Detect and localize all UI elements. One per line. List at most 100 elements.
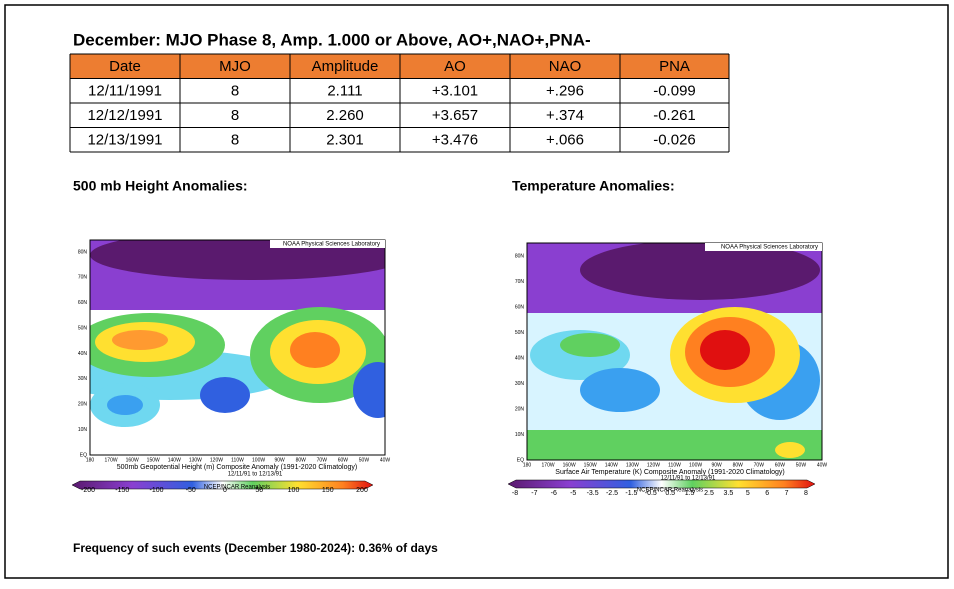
table-cell: +3.657 <box>432 107 478 124</box>
colorbar-label: 0 <box>223 487 227 494</box>
table-cell: +3.101 <box>432 83 478 100</box>
table-header: PNA <box>659 58 690 75</box>
table-header: Date <box>109 58 141 75</box>
lon-label: 110W <box>231 457 244 463</box>
height-map <box>90 240 385 455</box>
lat-label: 50N <box>515 330 525 336</box>
table-cell: 12/11/1991 <box>88 83 162 100</box>
lat-label: EQ <box>517 457 524 463</box>
lat-label: 60N <box>78 300 88 306</box>
page-border <box>4 4 949 579</box>
colorbar-label: -0.5 <box>645 490 657 497</box>
colorbar-label: -6 <box>551 490 557 497</box>
table-cell: 12/13/1991 <box>87 132 162 149</box>
source-box <box>270 240 385 248</box>
colorbar-label: -5 <box>570 490 576 497</box>
lat-label: 10N <box>515 432 525 438</box>
colorbar-label: 150 <box>322 487 334 494</box>
lon-label: 130W <box>189 457 202 463</box>
table-cell: +.296 <box>546 83 584 100</box>
map-credit: NCEP/NCAR Reanalysis <box>637 488 703 494</box>
table-cell: 8 <box>231 83 239 100</box>
lat-label: 20N <box>515 406 525 412</box>
lon-label: 40W <box>380 457 391 463</box>
lon-label: 120W <box>647 462 660 468</box>
colorbar-label: -3.5 <box>587 490 599 497</box>
table-cell: +.066 <box>546 132 584 149</box>
lat-label: EQ <box>80 452 87 458</box>
map-frame <box>526 242 823 461</box>
map-frame <box>89 239 386 456</box>
colorbar-label: -150 <box>115 487 129 494</box>
temperature-map <box>527 243 822 460</box>
table-header: NAO <box>549 58 582 75</box>
lon-label: 50W <box>359 457 370 463</box>
lon-label: 50W <box>796 462 807 468</box>
lat-label: 80N <box>78 249 88 255</box>
table-cell: 2.111 <box>327 83 362 100</box>
source: NOAA Physical Sciences Laboratory <box>721 245 818 251</box>
lat-label: 30N <box>78 376 88 382</box>
map-caption: Surface Air Temperature (K) Composite An… <box>555 469 784 476</box>
lat-label: 10N <box>78 427 88 433</box>
lon-label: 70W <box>754 462 765 468</box>
colorbar-label: -2.5 <box>606 490 618 497</box>
colorbar-label: -100 <box>149 487 163 494</box>
lon-label: 100W <box>252 457 265 463</box>
lat-label: 40N <box>515 355 525 361</box>
colorbar-label: 1.5 <box>685 490 695 497</box>
table-cell: +.374 <box>546 107 584 124</box>
colorbar-label: 8 <box>804 490 808 497</box>
colorbar-label: 50 <box>255 487 263 494</box>
lon-label: 60W <box>775 462 786 468</box>
source-box <box>705 243 822 251</box>
colorbar-label: 6 <box>765 490 769 497</box>
lon-label: 60W <box>338 457 349 463</box>
table-cell: 8 <box>231 107 239 124</box>
table-cell: 8 <box>231 132 239 149</box>
colorbar-label: -8 <box>512 490 518 497</box>
map-heading: 500 mb Height Anomalies: <box>73 178 248 194</box>
lon-label: 100W <box>689 462 702 468</box>
colorbar-label: -200 <box>81 487 95 494</box>
colorbar-label: -50 <box>186 487 196 494</box>
colorbar-label: 200 <box>356 487 368 494</box>
lat-label: 30N <box>515 381 525 387</box>
colorbar-label: -1.5 <box>625 490 637 497</box>
colorbar-label: 2.5 <box>704 490 714 497</box>
lat-label: 60N <box>515 304 525 310</box>
lat-label: 70N <box>78 275 88 281</box>
map-heading: Temperature Anomalies: <box>512 178 675 194</box>
lon-label: 140W <box>605 462 618 468</box>
table-cell: 12/12/1991 <box>87 107 162 124</box>
lon-label: 80W <box>296 457 307 463</box>
lon-label: 120W <box>210 457 223 463</box>
lon-label: 110W <box>668 462 681 468</box>
colorbar-label: 5 <box>746 490 750 497</box>
lon-label: 90W <box>275 457 286 463</box>
lat-label: 50N <box>78 325 88 331</box>
colorbar <box>71 480 374 490</box>
table: Date MJO Amplitude AO NAO PNA 12/11/1991 8 2.111… <box>69 53 730 153</box>
lat-label: 70N <box>515 279 525 285</box>
lon-label: 70W <box>317 457 328 463</box>
title: December: MJO Phase 8, Amp. 1.000 or Abo… <box>73 30 591 49</box>
lat-label: 20N <box>78 402 88 408</box>
lon-label: 130W <box>626 462 639 468</box>
lon-label: 140W <box>168 457 181 463</box>
lon-label: 160W <box>126 457 139 463</box>
table-header: Amplitude <box>312 58 379 75</box>
map-caption: 500mb Geopotential Height (m) Composite … <box>117 464 357 471</box>
lon-label: 180 <box>86 457 95 463</box>
lon-label: 80W <box>733 462 744 468</box>
table-cell: 2.260 <box>326 107 364 124</box>
colorbar-label: 3.5 <box>724 490 734 497</box>
table-header: AO <box>444 58 466 75</box>
colorbar-label: 0.5 <box>665 490 675 497</box>
footer: Frequency of such events (December 1980-… <box>73 541 438 555</box>
lon-label: 180 <box>523 462 532 468</box>
lon-label: 90W <box>712 462 723 468</box>
table-cell: -0.026 <box>653 132 696 149</box>
table-header: MJO <box>219 58 251 75</box>
